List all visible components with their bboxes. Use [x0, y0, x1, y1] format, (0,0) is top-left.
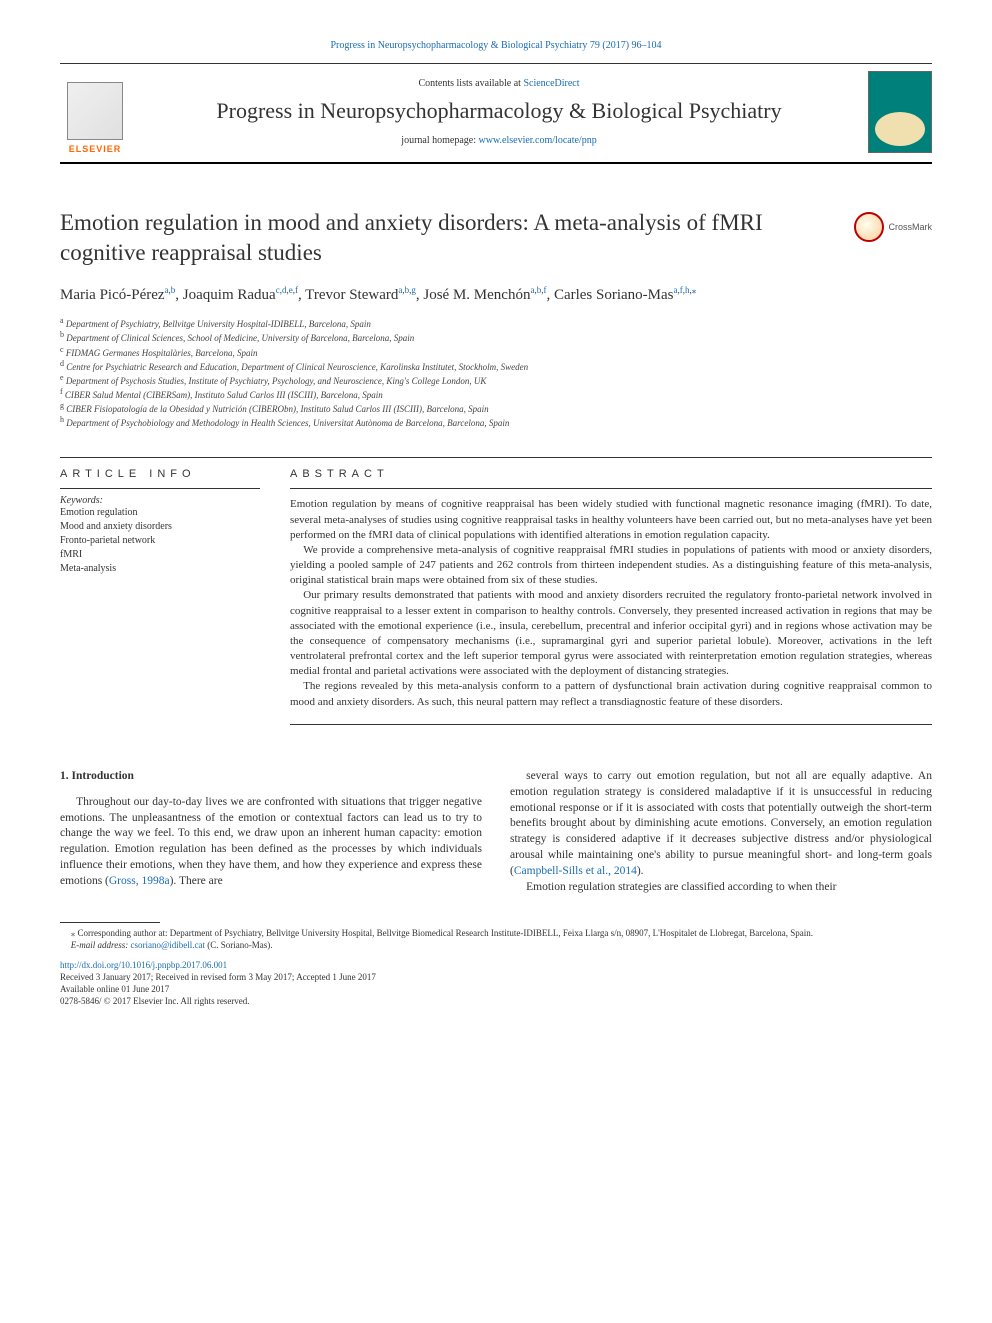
journal-cover-thumbnail[interactable] [868, 71, 932, 153]
journal-reference-link[interactable]: Progress in Neuropsychopharmacology & Bi… [330, 40, 661, 51]
abstract-block: ABSTRACT Emotion regulation by means of … [290, 457, 932, 724]
body-column-left: 1. Introduction Throughout our day-to-da… [60, 769, 482, 896]
journal-reference: Progress in Neuropsychopharmacology & Bi… [60, 40, 932, 51]
article-title: Emotion regulation in mood and anxiety d… [60, 208, 834, 268]
crossmark-icon [854, 212, 884, 242]
elsevier-tree-icon [67, 82, 123, 140]
crossmark-badge[interactable]: CrossMark [854, 212, 932, 242]
corresponding-email-link[interactable]: csoriano@idibell.cat [130, 940, 205, 950]
footnote-separator [60, 922, 160, 923]
available-online: Available online 01 June 2017 [60, 984, 169, 994]
corresponding-author-note: ⁎ Corresponding author at: Department of… [60, 927, 932, 939]
body-paragraph: several ways to carry out emotion regula… [510, 769, 932, 880]
body-paragraph: Emotion regulation strategies are classi… [510, 880, 932, 896]
received-dates: Received 3 January 2017; Received in rev… [60, 972, 376, 982]
journal-homepage-link[interactable]: www.elsevier.com/locate/pnp [479, 135, 597, 146]
article-info-block: ARTICLE INFO Keywords: Emotion regulatio… [60, 457, 260, 724]
authors-list: Maria Picó-Péreza,b, Joaquim Raduac,d,e,… [60, 284, 932, 307]
affiliations-list: a Department of Psychiatry, Bellvitge Un… [60, 316, 932, 429]
journal-homepage-line: journal homepage: www.elsevier.com/locat… [142, 135, 856, 146]
elsevier-label: ELSEVIER [69, 144, 122, 154]
elsevier-logo[interactable]: ELSEVIER [60, 70, 130, 154]
crossmark-label: CrossMark [888, 222, 932, 232]
email-line: E-mail address: csoriano@idibell.cat (C.… [60, 939, 932, 951]
issn-copyright: 0278-5846/ © 2017 Elsevier Inc. All righ… [60, 996, 250, 1006]
abstract-heading: ABSTRACT [290, 458, 932, 489]
body-paragraph: Throughout our day-to-day lives we are c… [60, 795, 482, 890]
journal-header: ELSEVIER Contents lists available at Sci… [60, 63, 932, 164]
article-info-heading: ARTICLE INFO [60, 458, 260, 489]
body-column-right: several ways to carry out emotion regula… [510, 769, 932, 896]
contents-available-line: Contents lists available at ScienceDirec… [142, 78, 856, 89]
journal-title: Progress in Neuropsychopharmacology & Bi… [142, 97, 856, 125]
keywords-list: Emotion regulationMood and anxiety disor… [60, 506, 260, 576]
doi-link[interactable]: http://dx.doi.org/10.1016/j.pnpbp.2017.0… [60, 960, 227, 970]
keywords-label: Keywords: [60, 495, 260, 506]
section-heading-introduction: 1. Introduction [60, 769, 482, 785]
doi-block: http://dx.doi.org/10.1016/j.pnpbp.2017.0… [60, 959, 932, 1008]
body-text: 1. Introduction Throughout our day-to-da… [60, 769, 932, 896]
sciencedirect-link[interactable]: ScienceDirect [523, 78, 579, 89]
abstract-text: Emotion regulation by means of cognitive… [290, 489, 932, 724]
footnotes: ⁎ Corresponding author at: Department of… [60, 927, 932, 951]
